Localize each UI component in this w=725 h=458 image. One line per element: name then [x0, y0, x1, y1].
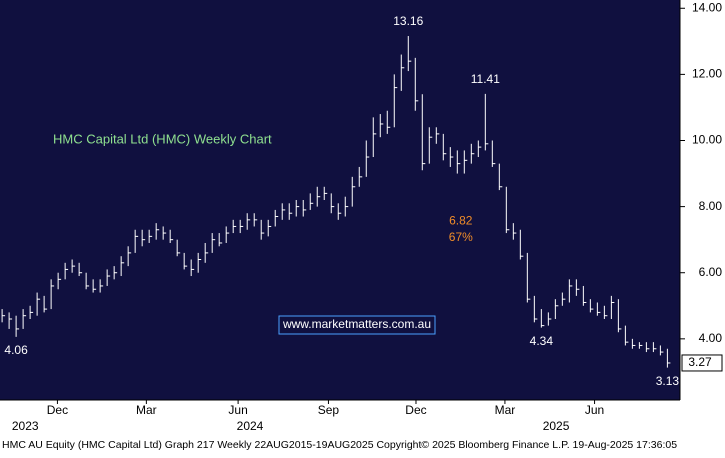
watermark-box [278, 315, 436, 335]
x-tick-label: Dec [47, 403, 68, 417]
y-tick-label: 8.00 [699, 199, 723, 213]
plot-area [0, 0, 680, 400]
last-price-box [681, 354, 723, 372]
x-tick-label: Mar [495, 403, 516, 417]
watermark: www.marketmatters.com.au [282, 317, 431, 331]
y-tick-label: 4.00 [699, 331, 723, 345]
annotation: 13.16 [393, 14, 423, 28]
footer-bg [0, 437, 725, 453]
annotation: 4.06 [4, 343, 28, 357]
y-tick-label: 14.00 [692, 0, 722, 14]
y-tick-label: 12.00 [692, 67, 722, 81]
y-tick-label: 10.00 [692, 133, 722, 147]
x-tick-label: Mar [136, 403, 157, 417]
last-price: 3.27 [688, 355, 712, 369]
y-tick-label: 6.00 [699, 265, 723, 279]
chart-title: HMC Capital Ltd (HMC) Weekly Chart [53, 131, 272, 146]
x-tick-label: Sep [318, 403, 340, 417]
year-label: 2024 [237, 419, 264, 433]
annotation: 67% [449, 230, 473, 244]
x-tick-label: Jun [228, 403, 247, 417]
annotation: 11.41 [471, 72, 500, 86]
annotation: 3.13 [656, 374, 680, 388]
annotation: 6.82 [449, 214, 473, 228]
footer: HMC AU Equity (HMC Capital Ltd) Graph 21… [2, 439, 677, 451]
annotation: 4.34 [530, 334, 554, 348]
year-label: 2025 [543, 419, 570, 433]
year-label: 2023 [12, 419, 39, 433]
x-tick-label: Dec [405, 403, 426, 417]
x-tick-label: Jun [585, 403, 604, 417]
